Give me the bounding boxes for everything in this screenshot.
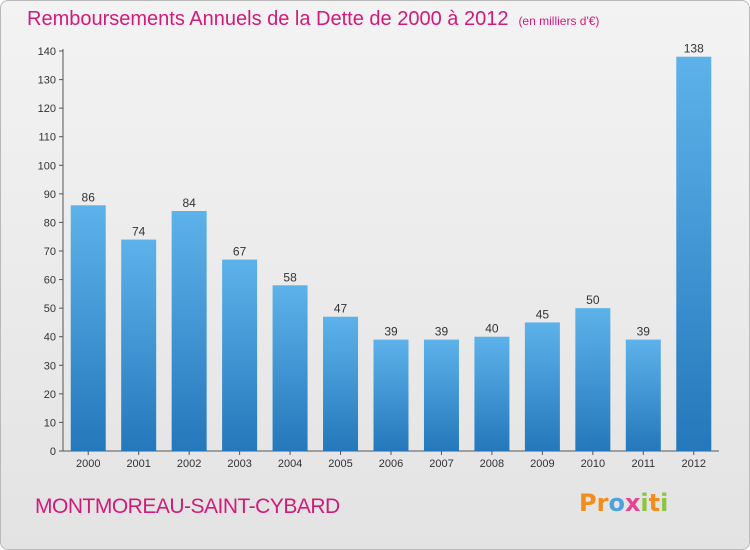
x-tick-label-2002: 2002 [177, 458, 201, 470]
logo-letter: t [648, 489, 661, 517]
y-tick-label: 50 [44, 303, 56, 315]
x-tick-label-2009: 2009 [530, 458, 554, 470]
y-tick-label: 100 [38, 160, 56, 172]
data-label-2005: 47 [334, 302, 348, 316]
x-tick-label-2005: 2005 [328, 458, 352, 470]
logo-letter: P [579, 489, 597, 517]
data-label-2010: 50 [586, 293, 600, 307]
y-tick-label: 70 [44, 246, 56, 258]
bar-2006 [373, 339, 409, 451]
x-tick-label-2008: 2008 [480, 458, 504, 470]
y-tick-label: 10 [44, 417, 56, 429]
data-label-2002: 84 [182, 196, 196, 210]
bars [70, 56, 712, 451]
x-tick-label-2004: 2004 [278, 458, 302, 470]
bar-2002 [171, 211, 207, 451]
bar-2007 [423, 339, 459, 451]
y-tick-label: 30 [44, 360, 56, 372]
x-tick-label-2012: 2012 [682, 458, 706, 470]
logo-letter: r [596, 489, 609, 517]
logo-letter: o [608, 489, 625, 517]
bar-2005 [323, 316, 359, 451]
data-label-2011: 39 [637, 325, 651, 339]
bar-2001 [121, 239, 157, 451]
y-tick-label: 110 [38, 132, 56, 144]
logo-letter: i [640, 489, 649, 517]
y-tick-label: 60 [44, 275, 56, 287]
bar-2004 [272, 285, 308, 451]
data-label-2009: 45 [536, 307, 550, 321]
data-label-2006: 39 [384, 325, 398, 339]
y-tick-label: 40 [44, 332, 56, 344]
y-tick-label: 130 [38, 75, 56, 87]
x-tick-label-2010: 2010 [581, 458, 605, 470]
x-tick-label-2001: 2001 [126, 458, 150, 470]
y-tick-label: 0 [50, 446, 56, 458]
bar-2012 [676, 56, 712, 451]
x-tick-label-2011: 2011 [631, 458, 655, 470]
y-tick-label: 120 [38, 103, 56, 115]
data-label-2000: 86 [82, 190, 96, 204]
chart-title-text: Remboursements Annuels de la Dette de 20… [27, 8, 509, 30]
bar-2000 [70, 205, 106, 451]
data-label-2001: 74 [132, 225, 146, 239]
bar-2009 [524, 322, 560, 451]
bar-2003 [222, 259, 258, 451]
y-tick-label: 140 [38, 46, 56, 58]
y-tick-label: 80 [44, 217, 56, 229]
x-tick-label-2003: 2003 [227, 458, 251, 470]
commune-name: MONTMOREAU-SAINT-CYBARD [35, 495, 340, 518]
x-tick-label-2006: 2006 [379, 458, 403, 470]
data-label-2003: 67 [233, 245, 247, 259]
y-tick-label: 90 [44, 189, 56, 201]
data-labels: 86 74 84 67 58 47 39 39 40 45 50 39 138 [82, 42, 705, 339]
data-label-2007: 39 [435, 325, 449, 339]
data-label-2012: 138 [684, 42, 704, 56]
y-tick-label: 20 [44, 389, 56, 401]
data-label-2004: 58 [283, 270, 297, 284]
bar-2011 [625, 339, 661, 451]
bar-2008 [474, 336, 510, 451]
logo-letter: x [624, 489, 641, 517]
chart-subtitle: (en milliers d'€) [518, 14, 600, 28]
x-tick-label-2007: 2007 [429, 458, 453, 470]
x-tick-label-2000: 2000 [76, 458, 100, 470]
x-axis-ticks: 2000 2001 2002 2003 2004 2005 2006 2007 2008 2009… [76, 451, 706, 470]
proxiti-logo: Proxiti [579, 489, 668, 517]
bar-2010 [575, 308, 611, 451]
y-axis-ticks: 0 10 20 30 40 50 60 70 80 90 100 110 120 130 140 [38, 46, 63, 458]
logo-letter: i [660, 489, 669, 517]
data-label-2008: 40 [485, 322, 499, 336]
chart-title: Remboursements Annuels de la Dette de 20… [27, 8, 599, 31]
